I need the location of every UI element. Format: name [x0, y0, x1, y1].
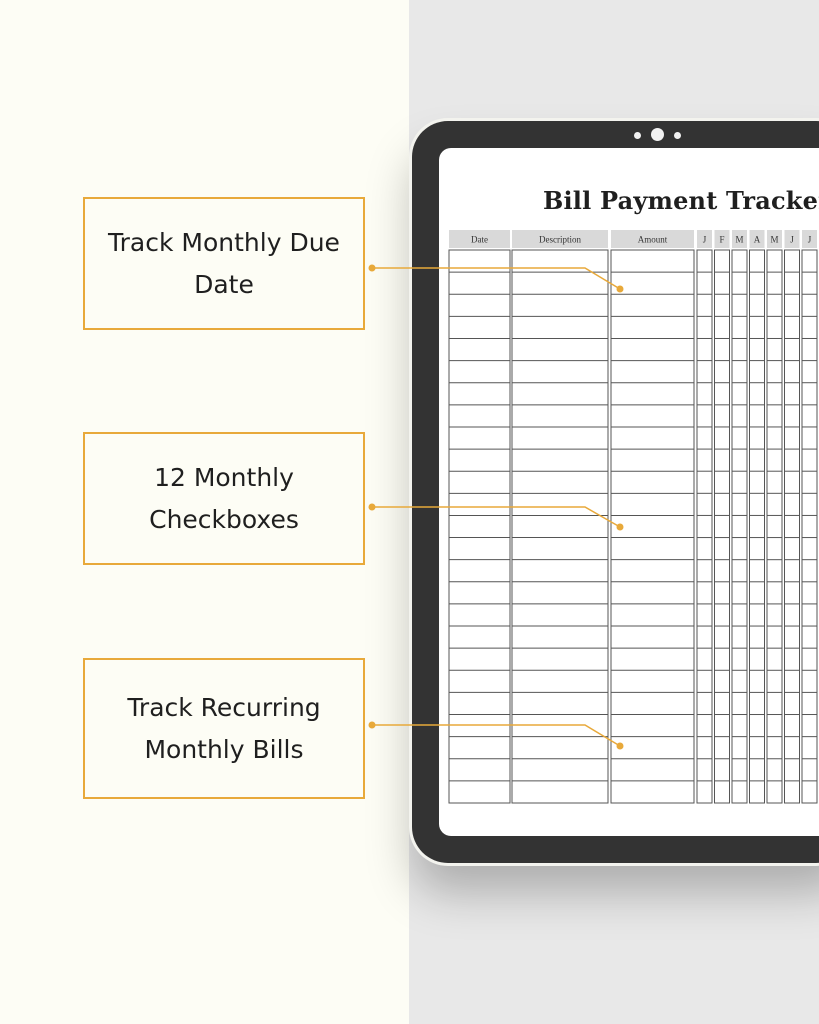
table-column-border	[714, 249, 730, 804]
table-header-cell	[749, 230, 765, 248]
month-header: M	[770, 235, 778, 245]
column-header: Description	[539, 235, 581, 245]
table-column-border	[610, 249, 695, 804]
month-header: M	[735, 235, 743, 245]
table-column-border	[448, 249, 511, 804]
tracker-title: Bill Payment Tracker	[543, 186, 819, 215]
table-column-border	[766, 249, 783, 804]
month-header: J	[703, 235, 707, 245]
camera-dot-right	[674, 132, 681, 139]
table-column-border	[784, 249, 800, 804]
table-column-border	[511, 249, 609, 804]
table-header-cell	[714, 230, 730, 248]
table-header-cell	[802, 230, 817, 248]
month-header: J	[808, 235, 812, 245]
table-header-cell	[449, 230, 510, 248]
table-header-cell	[767, 230, 782, 248]
tracker-table: Date Description Amount J F M A M J J	[448, 230, 818, 804]
table-header-cell	[611, 230, 694, 248]
table-header-cell	[732, 230, 747, 248]
callout-due-date: Track Monthly Due Date	[83, 197, 365, 330]
table-header-cell	[697, 230, 712, 248]
table-column-border	[696, 249, 713, 804]
camera-lens	[651, 128, 664, 141]
table-header-cell	[784, 230, 800, 248]
month-header: J	[790, 235, 794, 245]
table-column-border	[801, 249, 818, 804]
column-header: Amount	[638, 235, 668, 245]
table-column-border	[749, 249, 765, 804]
camera-dot-left	[634, 132, 641, 139]
callout-monthly-checkboxes: 12 Monthly Checkboxes	[83, 432, 365, 565]
callout-recurring-bills: Track Recurring Monthly Bills	[83, 658, 365, 799]
tablet-screen: Bill Payment Tracker Date Description Amou…	[439, 148, 819, 836]
month-header: A	[754, 235, 761, 245]
tablet-device: Bill Payment Tracker Date Description Amou…	[412, 121, 819, 863]
column-header: Date	[471, 235, 488, 245]
table-header-cell	[512, 230, 608, 248]
table-column-border	[731, 249, 748, 804]
month-header: F	[719, 235, 724, 245]
